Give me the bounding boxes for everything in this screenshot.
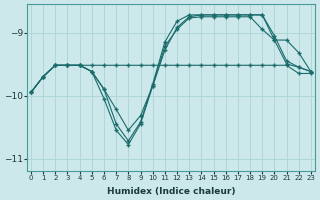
X-axis label: Humidex (Indice chaleur): Humidex (Indice chaleur) bbox=[107, 187, 235, 196]
